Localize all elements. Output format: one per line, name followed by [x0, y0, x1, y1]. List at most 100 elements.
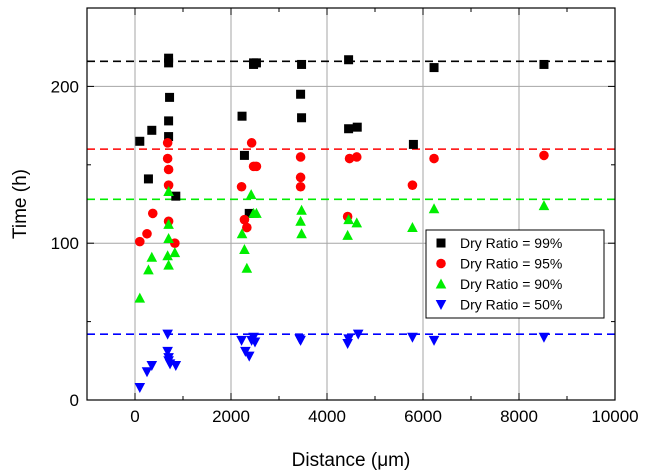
data-point	[351, 152, 362, 162]
data-point	[539, 150, 549, 161]
data-point	[428, 335, 440, 346]
data-point	[342, 339, 353, 350]
data-point	[146, 361, 158, 372]
data-point	[134, 382, 146, 393]
data-point	[295, 172, 306, 183]
data-points	[134, 53, 550, 393]
data-point	[163, 218, 174, 229]
data-point	[343, 214, 354, 225]
data-point	[251, 207, 262, 218]
data-point	[162, 346, 173, 357]
data-point	[538, 332, 550, 343]
data-point	[246, 138, 257, 148]
legend-label: Dry Ratio = 99%	[460, 235, 562, 251]
data-point	[147, 125, 157, 135]
data-point	[249, 337, 261, 348]
x-tick-label: 2000	[212, 407, 250, 426]
data-point	[243, 351, 255, 362]
data-point	[539, 59, 549, 69]
data-point	[352, 329, 364, 340]
data-point	[352, 122, 362, 132]
data-point	[297, 59, 307, 69]
data-point	[236, 181, 247, 192]
data-point	[236, 228, 248, 239]
data-point	[135, 236, 145, 247]
data-point	[344, 55, 354, 65]
legend-marker	[436, 258, 446, 269]
data-point	[162, 250, 173, 261]
series-circle	[135, 138, 549, 248]
data-point	[142, 228, 152, 239]
data-point	[296, 89, 306, 99]
data-point	[407, 222, 418, 233]
data-point	[538, 200, 550, 211]
data-point	[163, 232, 174, 243]
data-point	[239, 150, 249, 160]
series-square	[135, 53, 549, 218]
data-point	[295, 181, 306, 192]
data-point	[295, 152, 306, 162]
legend-marker	[435, 278, 447, 289]
data-point	[165, 92, 175, 102]
data-point	[295, 335, 306, 346]
data-point	[170, 361, 182, 372]
data-point	[135, 136, 145, 146]
data-point	[344, 153, 355, 164]
y-tick-label: 0	[70, 391, 79, 410]
tick-labels: 0 2000 4000 6000 8000 10000 0 100 200	[51, 77, 639, 426]
legend-marker	[436, 238, 446, 248]
data-point	[344, 124, 354, 134]
data-point	[297, 113, 307, 123]
data-point	[141, 367, 153, 378]
data-point	[163, 259, 174, 270]
data-point	[162, 153, 173, 164]
y-tick-label: 200	[51, 77, 79, 96]
data-point	[163, 180, 174, 190]
data-point	[407, 332, 418, 343]
data-point	[162, 138, 173, 148]
data-point	[429, 63, 439, 73]
data-point	[342, 229, 353, 240]
x-axis-title: Distance (μm)	[292, 450, 411, 471]
data-point	[162, 329, 173, 340]
data-point	[407, 180, 418, 190]
data-point	[171, 191, 181, 201]
data-point	[428, 203, 440, 214]
data-point	[236, 335, 247, 346]
data-point	[163, 164, 174, 175]
legend-label: Dry Ratio = 90%	[460, 276, 562, 292]
data-point	[251, 58, 261, 68]
data-point	[143, 264, 154, 275]
legend-label: Dry Ratio = 50%	[460, 297, 562, 313]
data-point	[164, 53, 174, 63]
legend-label: Dry Ratio = 95%	[460, 256, 562, 272]
data-point	[429, 153, 439, 164]
x-tick-label: 6000	[404, 407, 442, 426]
legend-marker	[435, 300, 447, 310]
data-point	[296, 204, 307, 215]
data-point	[242, 222, 252, 233]
y-tick-label: 100	[51, 234, 79, 253]
series-triangle-down	[134, 329, 550, 393]
legend: Dry Ratio = 99% Dry Ratio = 95% Dry Ratio …	[425, 229, 605, 319]
data-point	[163, 185, 174, 196]
x-tick-label: 0	[130, 407, 139, 426]
data-point	[351, 217, 363, 228]
data-point	[134, 292, 146, 303]
data-point	[296, 228, 307, 239]
x-tick-label: 10000	[591, 407, 638, 426]
plot-frame	[86, 7, 616, 401]
data-point	[239, 243, 250, 254]
data-point	[244, 208, 254, 218]
data-point	[251, 161, 262, 172]
y-axis-title: Time (h)	[10, 169, 31, 239]
axis-ticks	[86, 7, 616, 401]
x-tick-label: 4000	[308, 407, 346, 426]
series-triangle-up	[134, 185, 550, 303]
data-point	[164, 116, 174, 126]
data-point	[241, 262, 253, 273]
x-tick-label: 8000	[500, 407, 538, 426]
data-point	[164, 58, 174, 68]
data-point	[169, 247, 181, 258]
